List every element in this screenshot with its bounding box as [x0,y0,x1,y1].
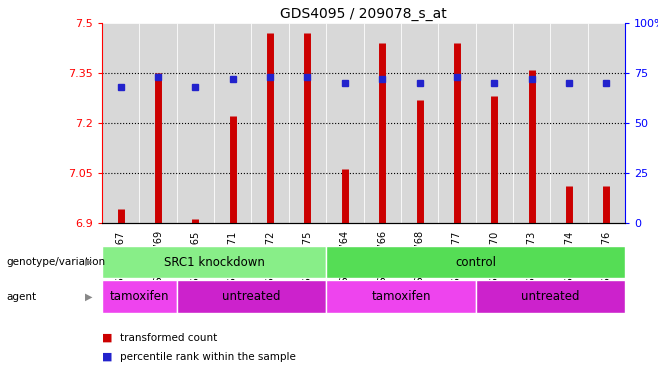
Text: untreated: untreated [222,290,281,303]
Bar [550,23,588,223]
Bar [326,23,363,223]
Bar [401,23,438,223]
Text: transformed count: transformed count [120,333,218,343]
Bar [289,23,326,223]
Text: ▶: ▶ [85,257,93,267]
Text: ■: ■ [102,352,113,362]
Text: tamoxifen: tamoxifen [371,290,430,303]
Text: untreated: untreated [521,290,580,303]
Text: ■: ■ [102,333,113,343]
Bar [251,23,289,223]
Bar [139,23,177,223]
Bar [102,246,326,278]
Title: GDS4095 / 209078_s_at: GDS4095 / 209078_s_at [280,7,447,21]
Bar [102,280,177,313]
Bar [177,23,214,223]
Bar [588,23,625,223]
Bar [363,23,401,223]
Bar [476,280,625,313]
Bar [326,280,476,313]
Text: ▶: ▶ [85,291,93,302]
Bar [326,246,625,278]
Text: SRC1 knockdown: SRC1 knockdown [164,256,265,268]
Bar [513,23,550,223]
Bar [438,23,476,223]
Text: genotype/variation: genotype/variation [7,257,106,267]
Text: percentile rank within the sample: percentile rank within the sample [120,352,296,362]
Bar [214,23,251,223]
Text: control: control [455,256,496,268]
Text: tamoxifen: tamoxifen [110,290,169,303]
Bar [177,280,326,313]
Text: agent: agent [7,291,37,302]
Bar [476,23,513,223]
Bar [102,23,139,223]
